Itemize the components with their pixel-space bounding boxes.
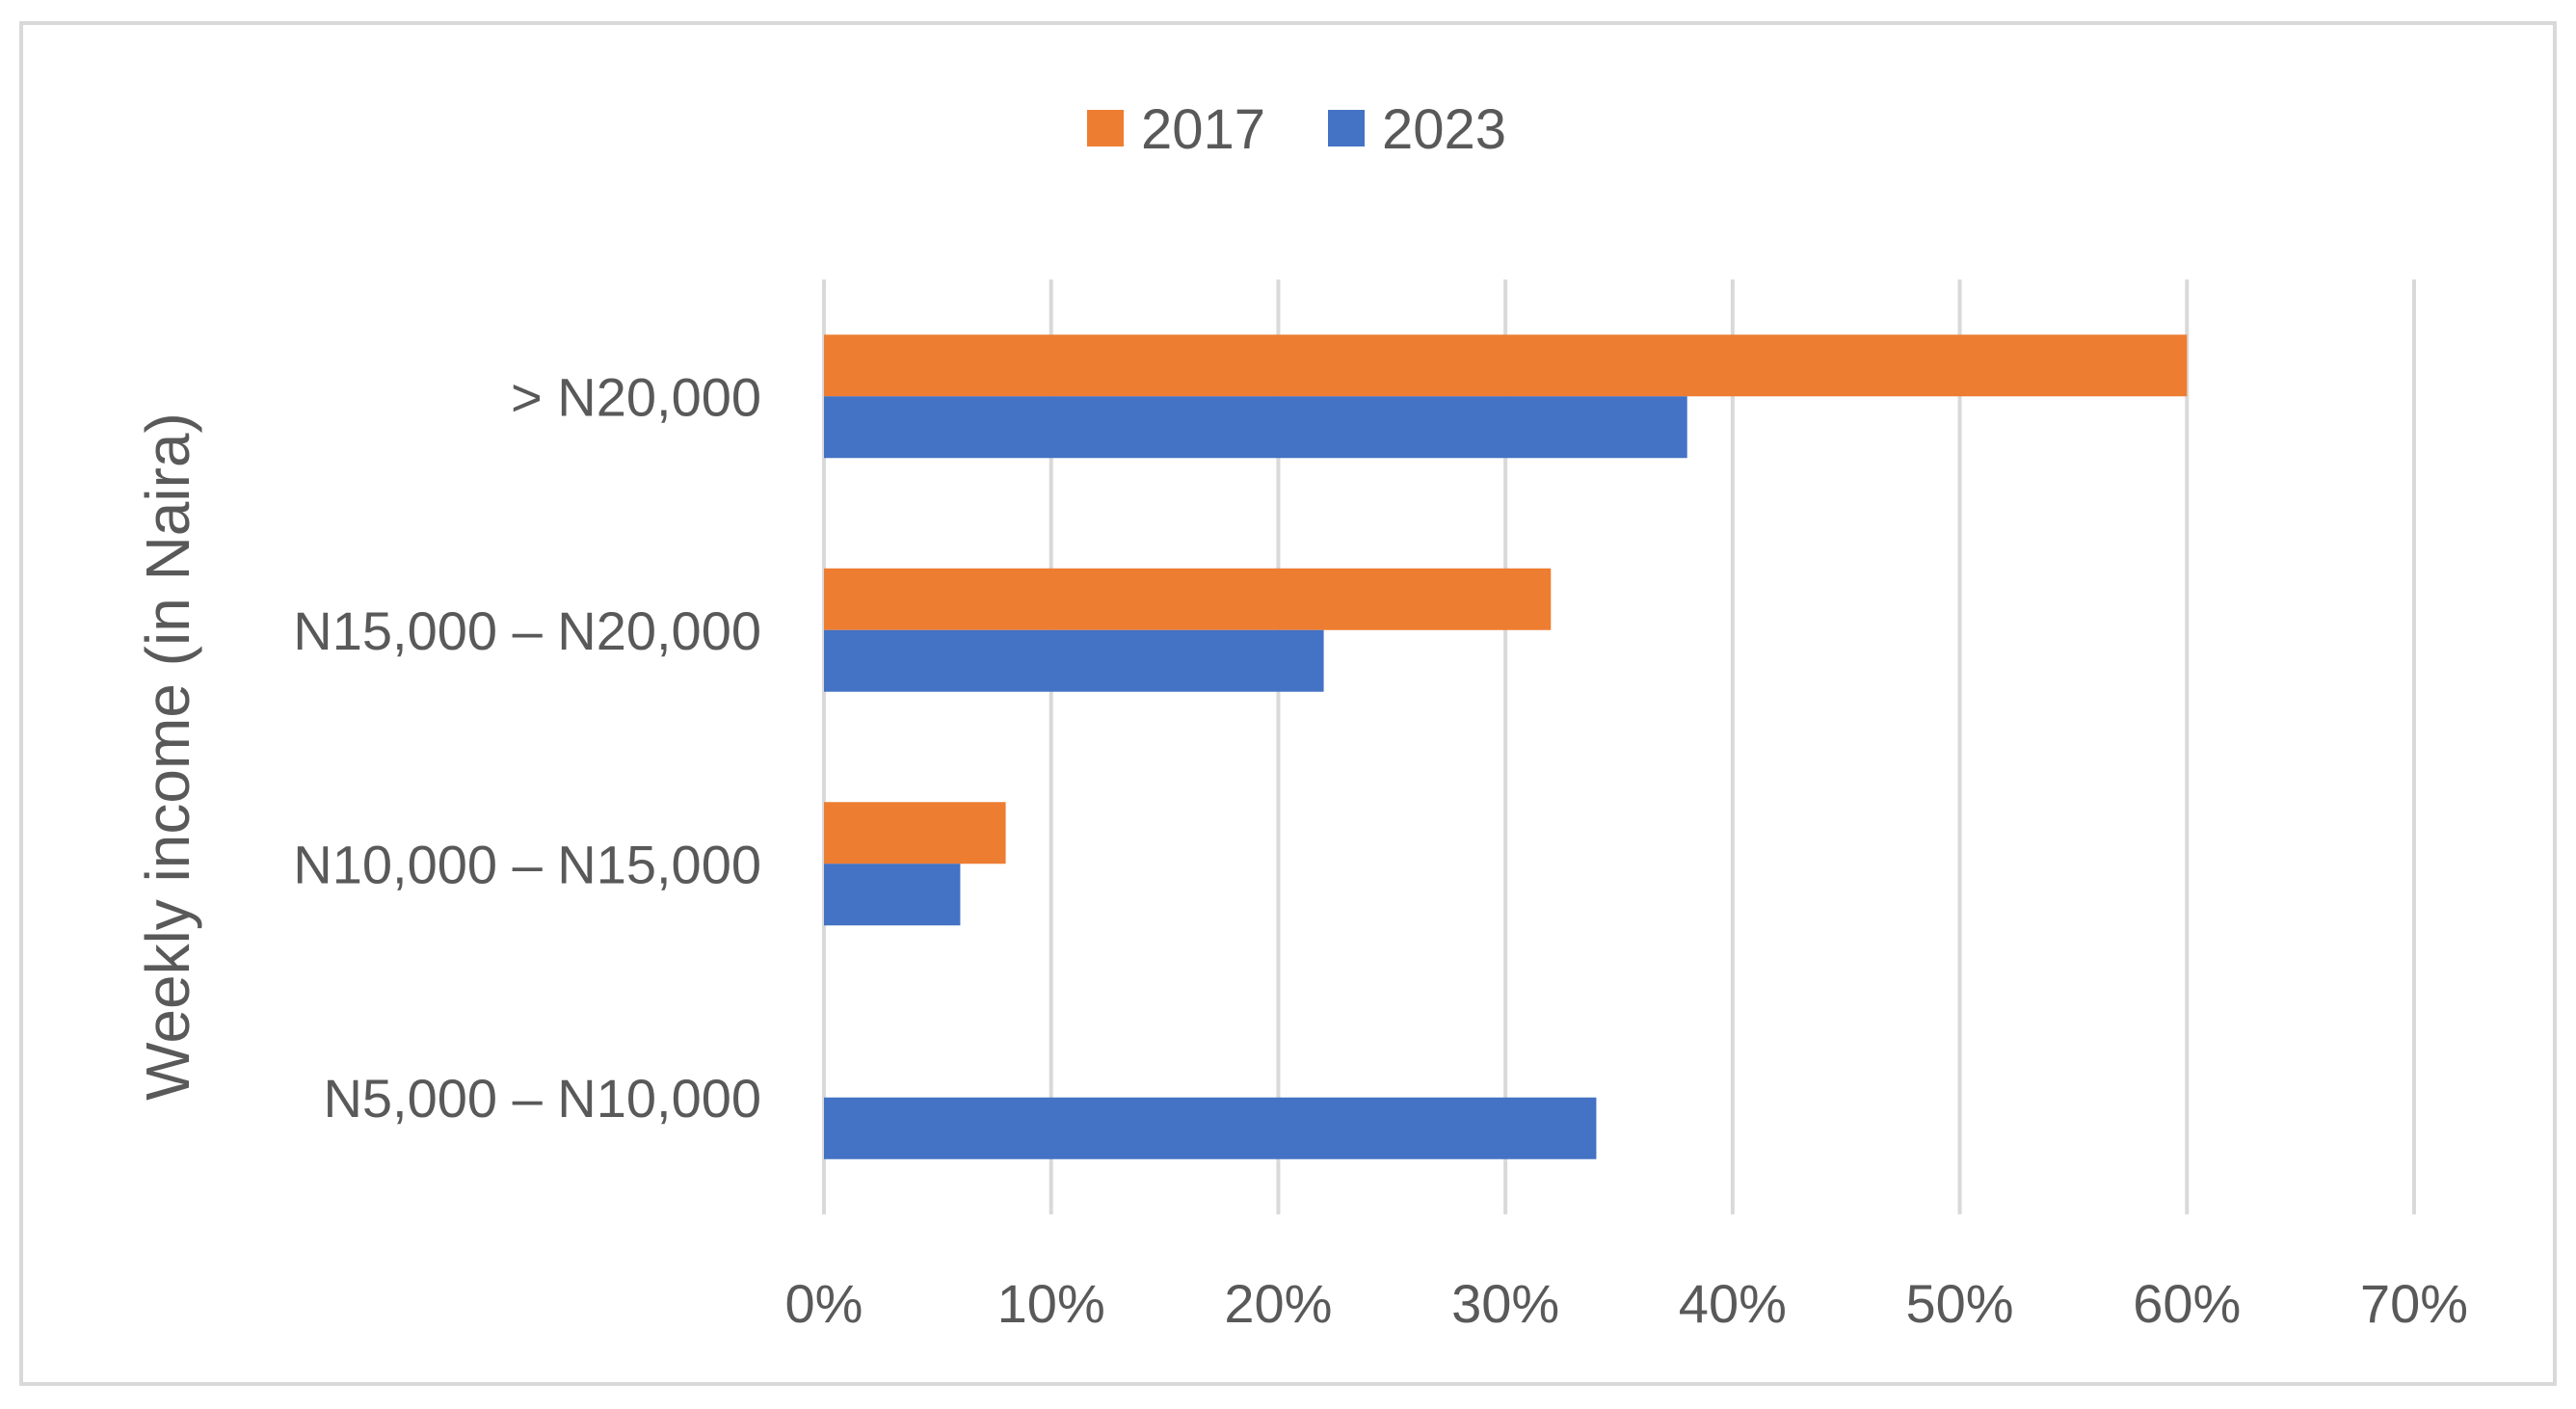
bar-2017-2: [824, 802, 1006, 864]
x-tick-label: 50%: [1906, 1273, 2014, 1334]
category-label: N15,000 – N20,000: [293, 600, 761, 661]
category-label: N10,000 – N15,000: [293, 834, 761, 894]
bar-2023-3: [824, 1097, 1597, 1159]
legend: 2017 2023: [1087, 98, 1506, 161]
bar-2023-1: [824, 629, 1324, 692]
legend-label-2023: 2023: [1382, 98, 1506, 161]
x-tick-label: 30%: [1451, 1273, 1559, 1334]
bar-2023-0: [824, 396, 1687, 459]
x-tick-label: 10%: [997, 1273, 1105, 1334]
legend-swatch-2023: [1328, 110, 1365, 146]
x-tick-label: 40%: [1679, 1273, 1787, 1334]
y-axis-categories: > N20,000 N15,000 – N20,000 N10,000 – N15,…: [293, 366, 761, 1129]
legend-swatch-2017: [1087, 110, 1124, 146]
x-tick-label: 70%: [2360, 1273, 2468, 1334]
x-tick-label: 0%: [785, 1273, 863, 1334]
x-axis-ticks: 0% 10% 20% 30% 40% 50% 60% 70%: [785, 1273, 2469, 1334]
x-tick-label: 20%: [1224, 1273, 1332, 1334]
bar-2023-2: [824, 864, 961, 926]
x-tick-label: 60%: [2133, 1273, 2241, 1334]
bars: [824, 334, 2188, 1159]
category-label: > N20,000: [511, 366, 761, 427]
bar-2017-0: [824, 334, 2188, 397]
y-axis-title: Weekly income (in Naira): [133, 412, 202, 1101]
category-label: N5,000 – N10,000: [323, 1068, 761, 1129]
legend-label-2017: 2017: [1141, 98, 1265, 161]
bar-2017-1: [824, 568, 1552, 630]
